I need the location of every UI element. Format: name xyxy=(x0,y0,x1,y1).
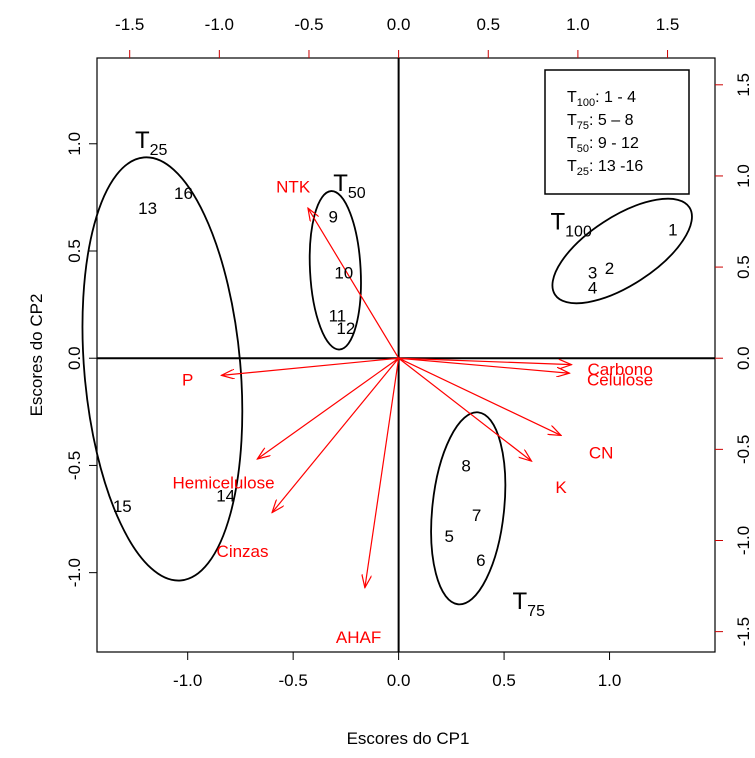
loading-label: CN xyxy=(589,444,614,463)
loading-arrow xyxy=(308,208,400,359)
score-label: 12 xyxy=(336,319,355,338)
loading-arrow xyxy=(398,357,570,373)
loading-arrow xyxy=(398,357,561,435)
bottom-tick-label: 0.5 xyxy=(492,671,516,690)
loading-label: Cinzas xyxy=(217,542,269,561)
right-tick-label: 0.0 xyxy=(734,346,753,370)
loading-arrow xyxy=(221,357,399,375)
left-tick-label: 0.0 xyxy=(65,346,84,370)
score-label: 13 xyxy=(138,199,157,218)
loading-label: Celulose xyxy=(587,371,653,390)
loading-label: AHAF xyxy=(336,628,381,647)
loading-arrow xyxy=(257,357,399,459)
bottom-tick-label: -1.0 xyxy=(173,671,202,690)
loading-label: Carbono xyxy=(587,360,652,379)
legend-box xyxy=(544,69,690,195)
x-axis-label: Escores do CP1 xyxy=(347,729,470,748)
right-tick-label: -0.5 xyxy=(734,435,753,464)
group-label: T100 xyxy=(550,209,591,241)
top-tick-label: 0.5 xyxy=(476,15,500,34)
legend-entry: T25: 13 -16 xyxy=(567,158,643,178)
score-label: 1 xyxy=(668,221,677,240)
score-label: 2 xyxy=(605,259,614,278)
group-ellipse xyxy=(430,411,507,606)
top-tick-label: -1.0 xyxy=(205,15,234,34)
score-label: 8 xyxy=(461,456,470,475)
group-ellipse xyxy=(81,156,244,582)
bottom-tick-label: -0.5 xyxy=(279,671,308,690)
left-tick-label: -0.5 xyxy=(65,451,84,480)
bottom-tick-label: 0.0 xyxy=(387,671,411,690)
group-ellipse xyxy=(308,190,362,351)
legend-entry: T50: 9 - 12 xyxy=(567,135,639,155)
loading-label: NTK xyxy=(276,178,311,197)
right-tick-label: 1.0 xyxy=(734,164,753,188)
right-tick-label: 1.5 xyxy=(734,73,753,97)
score-label: 6 xyxy=(476,551,485,570)
right-tick-label: -1.0 xyxy=(734,526,753,555)
group-label: T50 xyxy=(333,170,366,202)
loading-label: K xyxy=(555,478,567,497)
top-tick-label: 1.0 xyxy=(566,15,590,34)
score-label: 11 xyxy=(329,306,347,325)
group-label: T75 xyxy=(513,588,546,620)
loading-arrow xyxy=(398,357,532,461)
legend-entry: T100: 1 - 4 xyxy=(567,89,636,109)
right-tick-label: -1.5 xyxy=(734,617,753,646)
score-label: 7 xyxy=(472,506,481,525)
score-label: 16 xyxy=(174,184,193,203)
top-tick-label: -1.5 xyxy=(115,15,144,34)
left-tick-label: -1.0 xyxy=(65,558,84,587)
bottom-tick-label: 1.0 xyxy=(598,671,622,690)
left-tick-label: 1.0 xyxy=(65,132,84,156)
y-axis-label: Escores do CP2 xyxy=(27,294,46,417)
right-tick-label: 0.5 xyxy=(734,255,753,279)
legend-entry: T75: 5 – 8 xyxy=(567,112,634,132)
score-label: 4 xyxy=(588,278,597,297)
loading-arrow xyxy=(365,358,400,587)
loading-label: P xyxy=(182,371,193,390)
score-label: 9 xyxy=(328,208,337,227)
loading-label: Hemicelulose xyxy=(173,474,275,493)
loading-arrow xyxy=(398,357,572,364)
group-ellipse xyxy=(551,197,693,305)
top-tick-label: -0.5 xyxy=(294,15,323,34)
loading-arrow xyxy=(272,357,400,512)
plot-content: -1.0 -0.5 0.0 0.5 1.0 -1.0 -0.5 0.0 0.5 1.0 -1.5 -1… xyxy=(65,15,753,690)
score-label: 14 xyxy=(216,486,235,505)
score-label: 10 xyxy=(334,263,353,282)
top-tick-label: 0.0 xyxy=(387,15,411,34)
score-label: 3 xyxy=(588,263,597,282)
group-label: T25 xyxy=(135,127,168,159)
score-label: 5 xyxy=(445,527,454,546)
plot-frame xyxy=(96,57,716,653)
top-tick-label: 1.5 xyxy=(656,15,680,34)
left-tick-label: 0.5 xyxy=(65,239,84,263)
score-label: 15 xyxy=(113,497,132,516)
